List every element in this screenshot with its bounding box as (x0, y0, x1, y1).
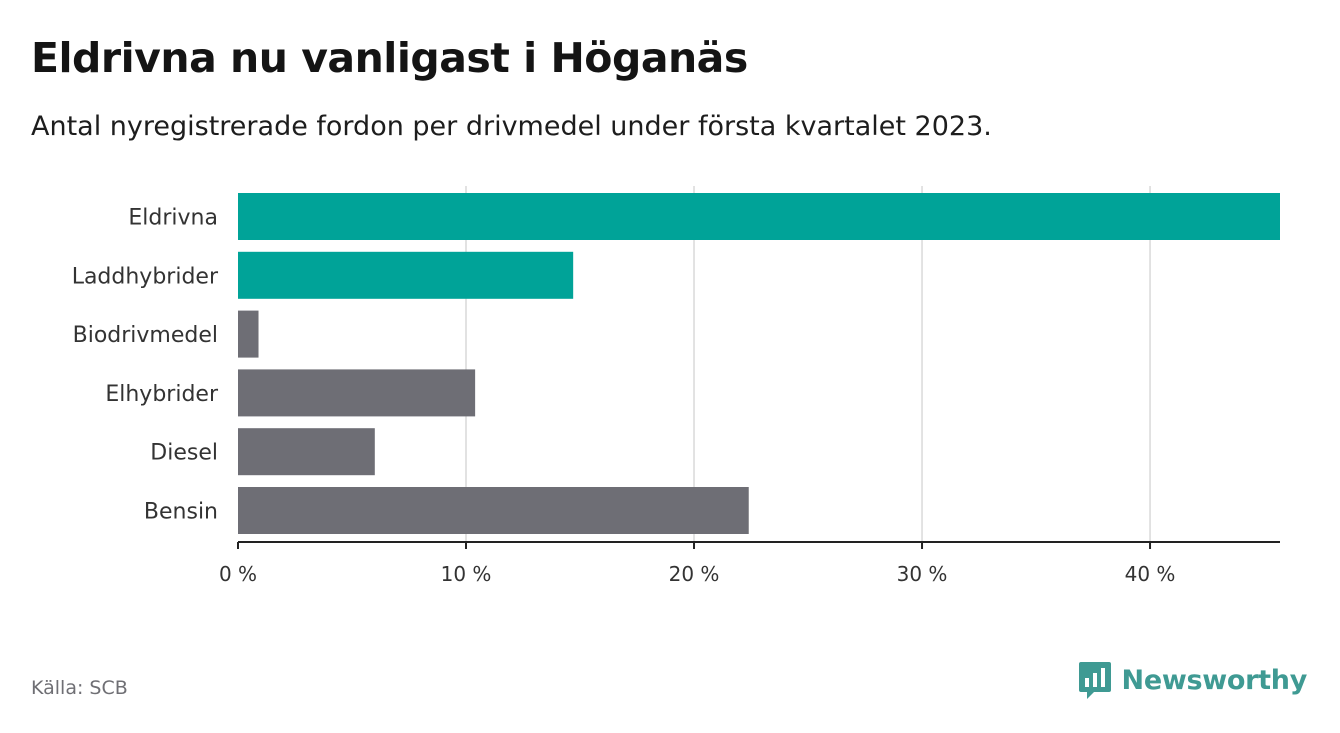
category-label: Diesel (150, 441, 218, 466)
brand-name: Newsworthy (1121, 664, 1308, 696)
bar-biodrivmedel (238, 310, 259, 358)
bar-chart-speech-bubble-icon (1078, 662, 1111, 699)
bar-laddhybrider (238, 251, 574, 299)
x-tick-label: 20 % (669, 562, 720, 586)
x-tick-label: 10 % (441, 562, 492, 586)
source-note: Källa: SCB (31, 677, 128, 699)
category-labels: Eldrivna Laddhybrider Biodrivmedel Elhybrid… (72, 206, 219, 525)
x-axis: 0 % 10 % 20 % 30 % 40 % (219, 541, 1280, 586)
category-label: Bensin (144, 500, 218, 525)
bar-eldrivna (238, 193, 1280, 240)
chart-title: Eldrivna nu vanligast i Höganäs (31, 34, 748, 82)
bars (238, 193, 1280, 534)
category-label: Eldrivna (128, 206, 218, 231)
newsworthy-logo: Newsworthy (1078, 660, 1307, 700)
category-label: Laddhybrider (72, 264, 219, 289)
category-label: Biodrivmedel (73, 323, 218, 348)
x-tick-label: 0 % (219, 562, 257, 586)
x-tick-label: 40 % (1125, 562, 1176, 586)
category-label: Elhybrider (105, 382, 219, 407)
bar-bensin (238, 487, 749, 534)
bar-chart: Eldrivna Laddhybrider Biodrivmedel Elhybrid… (72, 186, 1280, 586)
bar-diesel (238, 428, 375, 476)
x-tick-label: 30 % (897, 562, 948, 586)
gridlines (465, 186, 1151, 542)
chart-subtitle: Antal nyregistrerade fordon per drivmede… (31, 111, 992, 142)
bar-elhybrider (238, 369, 476, 417)
